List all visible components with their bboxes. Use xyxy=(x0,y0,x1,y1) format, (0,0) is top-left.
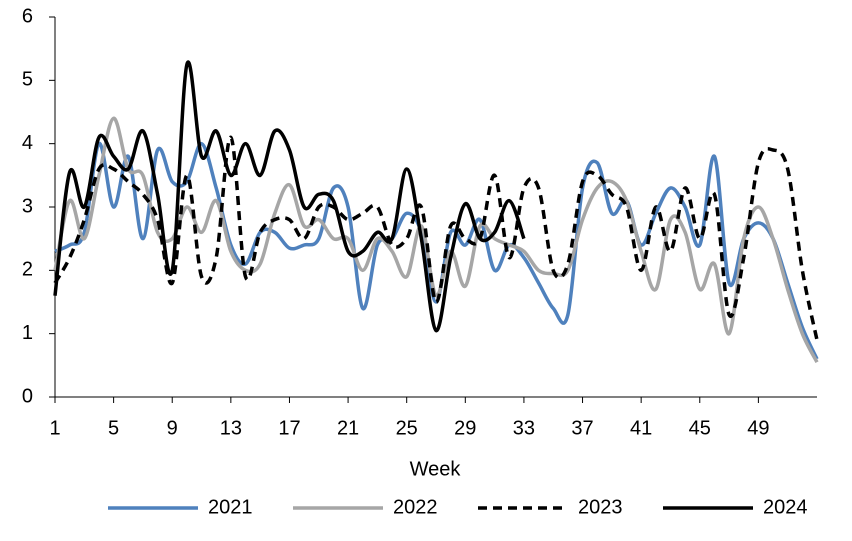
x-tick-label: 17 xyxy=(278,417,300,439)
x-tick-label: 1 xyxy=(49,417,60,439)
legend-label: 2023 xyxy=(578,496,623,518)
y-tick-label: 6 xyxy=(22,5,33,27)
y-tick-label: 4 xyxy=(22,132,33,154)
y-tick-label: 1 xyxy=(22,322,33,344)
x-axis-title: Week xyxy=(410,458,462,480)
x-tick-label: 49 xyxy=(747,417,769,439)
x-tick-label: 37 xyxy=(571,417,593,439)
x-tick-label: 41 xyxy=(630,417,652,439)
series-line xyxy=(54,141,819,360)
legend-label: 2024 xyxy=(763,496,808,518)
x-tick-label: 25 xyxy=(396,417,418,439)
y-tick-label: 2 xyxy=(22,259,33,281)
x-tick-label: 33 xyxy=(513,417,535,439)
y-tick-label: 3 xyxy=(22,195,33,217)
series-line xyxy=(53,135,819,341)
x-tick-label: 21 xyxy=(337,417,359,439)
x-tick-label: 29 xyxy=(454,417,476,439)
x-tick-label: 13 xyxy=(220,417,242,439)
x-tick-label: 5 xyxy=(108,417,119,439)
legend-label: 2022 xyxy=(393,496,438,518)
legend-label: 2021 xyxy=(208,496,253,518)
series-line xyxy=(53,116,819,363)
x-tick-label: 9 xyxy=(167,417,178,439)
x-tick-label: 45 xyxy=(689,417,711,439)
y-tick-label: 0 xyxy=(22,385,33,407)
series-line xyxy=(53,60,526,333)
y-tick-label: 5 xyxy=(22,69,33,91)
